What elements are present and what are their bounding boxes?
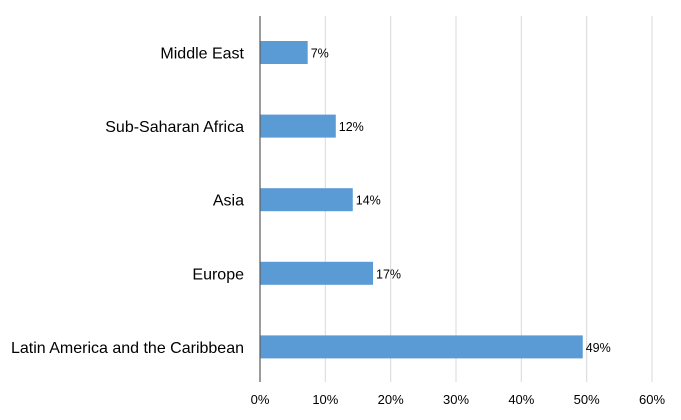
x-tick-label: 10% xyxy=(312,392,338,407)
category-label: Asia xyxy=(213,193,244,210)
bar-3 xyxy=(260,261,374,285)
x-tick-label: 40% xyxy=(508,392,534,407)
x-tick-labels: 0% 10% 20% 30% 40% 50% 60% xyxy=(251,392,666,407)
x-tick-label: 20% xyxy=(378,392,404,407)
bar-4 xyxy=(260,335,583,359)
category-labels: Middle East Sub-Saharan Africa Asia Europe L… xyxy=(11,46,245,357)
bar-2 xyxy=(260,188,353,212)
bars xyxy=(260,41,583,359)
x-tick-label: 60% xyxy=(639,392,665,407)
bar-1 xyxy=(260,114,336,138)
data-label: 7% xyxy=(311,47,329,61)
x-tick-label: 30% xyxy=(443,392,469,407)
data-label: 49% xyxy=(586,341,611,355)
data-label: 12% xyxy=(339,120,364,134)
x-tick-label: 50% xyxy=(574,392,600,407)
gridlines xyxy=(324,16,653,382)
data-label: 17% xyxy=(376,267,401,281)
bar-0 xyxy=(260,41,308,64)
data-label: 14% xyxy=(356,194,381,208)
x-tick-label: 0% xyxy=(251,392,270,407)
data-labels: 7% 12% 14% 17% 49% xyxy=(311,47,611,355)
category-label: Middle East xyxy=(160,46,244,63)
category-label: Latin America and the Caribbean xyxy=(11,340,244,357)
category-label: Europe xyxy=(192,266,244,283)
category-label: Sub-Saharan Africa xyxy=(105,119,244,136)
